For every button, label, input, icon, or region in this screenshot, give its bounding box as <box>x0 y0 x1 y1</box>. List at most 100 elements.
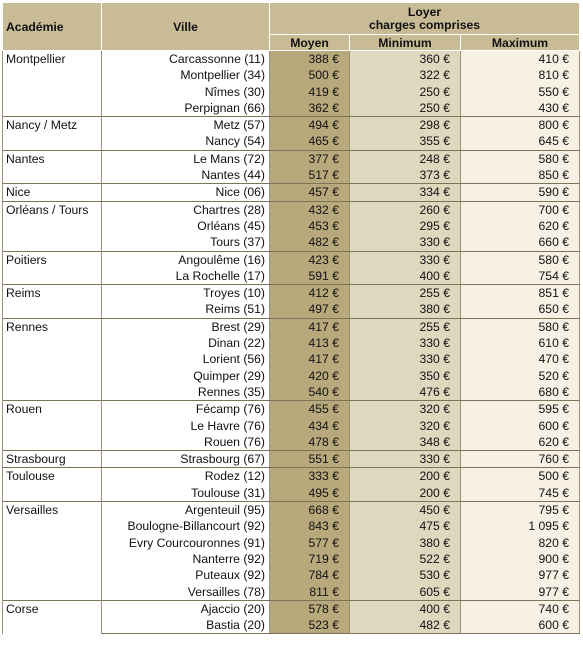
minimum-cell: 330 € <box>349 450 461 469</box>
minimum-cell: 355 € <box>349 133 461 151</box>
header-maximum: Maximum <box>459 34 581 51</box>
table-row: Reims (51) 497 €380 €650 € <box>3 301 581 319</box>
moyen-cell: 784 € <box>269 567 350 584</box>
maximum-cell: 810 € <box>460 67 581 84</box>
table-row: Poitiers Angoulême (16) 423 €330 €580 € <box>2 250 581 285</box>
minimum-cell: 255 € <box>349 284 461 302</box>
table-header: Académie Ville Loyer charges comprises M… <box>2 2 581 51</box>
ville-cell: Toulouse (31) <box>101 484 270 503</box>
moyen-cell: 517 € <box>269 167 350 185</box>
table-row: Montpellier (34) 500 €322 €810 € <box>3 67 581 84</box>
minimum-cell: 330 € <box>349 250 461 268</box>
minimum-cell: 373 € <box>349 167 461 185</box>
ville-cell: Nanterre (92) <box>101 550 270 568</box>
minimum-cell: 248 € <box>349 149 461 168</box>
moyen-cell: 420 € <box>269 367 350 384</box>
moyen-cell: 413 € <box>269 335 350 352</box>
minimum-cell: 298 € <box>349 116 461 134</box>
moyen-cell: 457 € <box>269 183 350 202</box>
minimum-cell: 380 € <box>349 301 461 319</box>
ville-cell: Orléans (45) <box>101 217 270 235</box>
maximum-cell: 600 € <box>460 617 581 635</box>
minimum-cell: 400 € <box>349 267 461 286</box>
maximum-cell: 820 € <box>460 534 581 551</box>
maximum-cell: 410 € <box>460 50 581 68</box>
maximum-cell: 900 € <box>460 550 581 568</box>
minimum-cell: 360 € <box>349 50 461 68</box>
table-row: Puteaux (92) 784 €530 €977 € <box>3 567 581 584</box>
moyen-cell: 591 € <box>269 267 350 286</box>
moyen-cell: 478 € <box>269 433 350 452</box>
minimum-cell: 250 € <box>349 99 461 118</box>
maximum-cell: 745 € <box>460 484 581 503</box>
header-loyer-line1: Loyer <box>407 4 442 19</box>
moyen-cell: 465 € <box>269 133 350 151</box>
maximum-cell: 700 € <box>460 200 581 218</box>
moyen-cell: 417 € <box>269 317 350 336</box>
minimum-cell: 380 € <box>349 534 461 551</box>
maximum-cell: 645 € <box>460 133 581 151</box>
moyen-cell: 482 € <box>269 234 350 252</box>
academie-cell: Orléans / Tours <box>2 200 102 252</box>
academie-cell: Montpellier <box>2 49 102 117</box>
minimum-cell: 255 € <box>349 317 461 336</box>
maximum-cell: 520 € <box>460 367 581 384</box>
moyen-cell: 362 € <box>269 99 350 118</box>
academie-cell: Strasbourg <box>2 450 102 469</box>
ville-cell: Bastia (20) <box>101 617 270 635</box>
table-row: Rennes (35) 540 €476 €680 € <box>3 383 581 402</box>
moyen-cell: 497 € <box>269 301 350 319</box>
table-row: Nice Nice (06) 457 €334 €590 € <box>2 183 581 202</box>
moyen-cell: 417 € <box>269 351 350 368</box>
table-row: Toulouse Rodez (12) 333 €200 €500 € <box>2 467 581 502</box>
minimum-cell: 400 € <box>349 599 461 618</box>
ville-cell: Rennes (35) <box>101 383 270 402</box>
table-row: Boulogne-Billancourt (92) 843 €475 €1 095… <box>3 518 581 535</box>
maximum-cell: 754 € <box>460 267 581 286</box>
moyen-cell: 540 € <box>269 383 350 402</box>
academie-cell: Toulouse <box>2 467 102 502</box>
moyen-cell: 494 € <box>269 116 350 134</box>
ville-cell: Reims (51) <box>101 301 270 319</box>
maximum-cell: 600 € <box>460 417 581 434</box>
academie-cell: Nancy / Metz <box>2 116 102 151</box>
ville-cell: Dinan (22) <box>101 335 270 352</box>
header-ville: Ville <box>101 2 270 51</box>
moyen-cell: 551 € <box>269 450 350 469</box>
table-row: Rennes Brest (29) 417 €255 €580 € <box>2 317 581 401</box>
moyen-cell: 500 € <box>269 67 350 84</box>
minimum-cell: 200 € <box>349 484 461 503</box>
minimum-cell: 450 € <box>349 501 461 519</box>
ville-cell: Nîmes (30) <box>101 83 270 100</box>
moyen-cell: 412 € <box>269 284 350 302</box>
maximum-cell: 470 € <box>460 351 581 368</box>
academie-cell: Rennes <box>2 317 102 401</box>
table-row: Bastia (20) 523 €482 €600 € <box>3 617 581 635</box>
minimum-cell: 522 € <box>349 550 461 568</box>
moyen-cell: 423 € <box>269 250 350 268</box>
maximum-cell: 977 € <box>460 567 581 584</box>
table-row: Nantes (44) 517 €373 €850 € <box>3 167 581 185</box>
ville-cell: Brest (29) <box>101 317 270 336</box>
maximum-cell: 500 € <box>460 467 581 485</box>
maximum-cell: 620 € <box>460 433 581 452</box>
table-row: Dinan (22) 413 €330 €610 € <box>3 335 581 352</box>
ville-cell: Le Havre (76) <box>101 417 270 434</box>
ville-cell: Angoulême (16) <box>101 250 270 268</box>
maximum-cell: 977 € <box>460 583 581 601</box>
ville-cell: Quimper (29) <box>101 367 270 384</box>
minimum-cell: 334 € <box>349 183 461 202</box>
moyen-cell: 811 € <box>269 583 350 601</box>
maximum-cell: 680 € <box>460 383 581 402</box>
moyen-cell: 388 € <box>269 50 350 68</box>
table-row: Le Havre (76) 434 €320 €600 € <box>3 417 581 434</box>
table-row: Montpellier Carcassonne (11) 388 €360 €410… <box>2 49 581 117</box>
academie-cell: Reims <box>2 284 102 319</box>
ville-cell: Nice (06) <box>101 183 270 202</box>
table-row: Nanterre (92) 719 €522 €900 € <box>3 550 581 568</box>
ville-cell: Strasbourg (67) <box>101 450 270 469</box>
table-row: Versailles (78) 811 €605 €977 € <box>3 583 581 601</box>
table-row: Quimper (29) 420 €350 €520 € <box>3 367 581 384</box>
moyen-cell: 419 € <box>269 83 350 100</box>
moyen-cell: 843 € <box>269 518 350 535</box>
